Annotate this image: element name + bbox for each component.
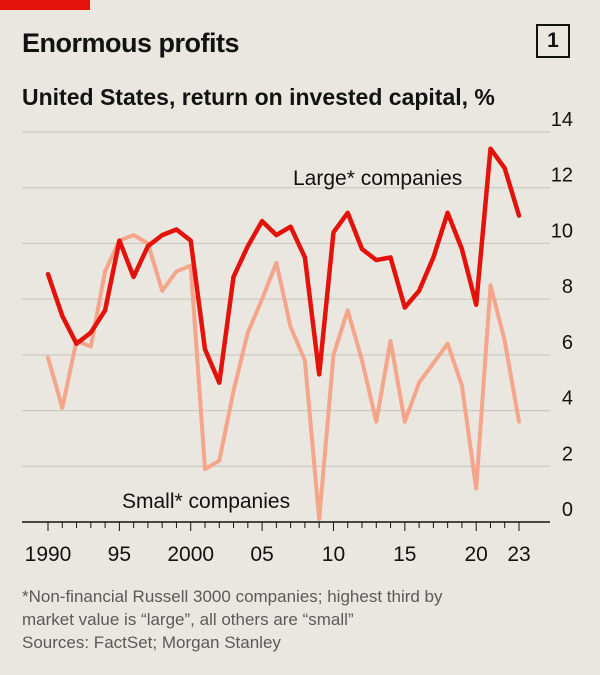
y-tick-label-8: 8 xyxy=(562,276,573,298)
chart-title: Enormous profits xyxy=(22,28,240,58)
x-tick-label-1990: 1990 xyxy=(25,543,72,566)
x-tick-label-20: 20 xyxy=(465,543,488,566)
line-chart: 0 2 4 6 8 10 12 14 1990 95 2000 05 10 15 20 23 Large* co… xyxy=(22,110,573,566)
series-line-small xyxy=(46,233,521,522)
sources: Sources: FactSet; Morgan Stanley xyxy=(22,633,281,652)
x-tick-label-15: 15 xyxy=(393,543,416,566)
y-tick-label-10: 10 xyxy=(551,220,573,242)
y-tick-label-14: 14 xyxy=(551,110,573,131)
footnote: *Non-financial Russell 3000 companies; h… xyxy=(22,585,582,654)
brand-tag xyxy=(0,0,90,10)
x-tick-label-05: 05 xyxy=(250,543,273,566)
x-tick-label-23: 23 xyxy=(507,543,530,566)
footnote-line-2: market value is “large”, all others are … xyxy=(22,610,354,629)
annotation-small: Small* companies xyxy=(122,490,290,513)
x-tick-label-10: 10 xyxy=(322,543,345,566)
y-tick-label-0: 0 xyxy=(562,499,573,521)
y-tick-label-6: 6 xyxy=(562,332,573,354)
y-tick-label-12: 12 xyxy=(551,165,573,187)
y-tick-label-2: 2 xyxy=(562,443,573,465)
x-tick-label-2000: 2000 xyxy=(167,543,214,566)
y-tick-label-4: 4 xyxy=(562,388,573,410)
annotation-large: Large* companies xyxy=(293,167,462,190)
series-line-large xyxy=(45,146,522,385)
x-tick-label-95: 95 xyxy=(108,543,131,566)
chart-number-badge: 1 xyxy=(536,24,570,58)
footnote-line-1: *Non-financial Russell 3000 companies; h… xyxy=(22,587,443,606)
chart-subtitle: United States, return on invested capita… xyxy=(22,84,495,110)
